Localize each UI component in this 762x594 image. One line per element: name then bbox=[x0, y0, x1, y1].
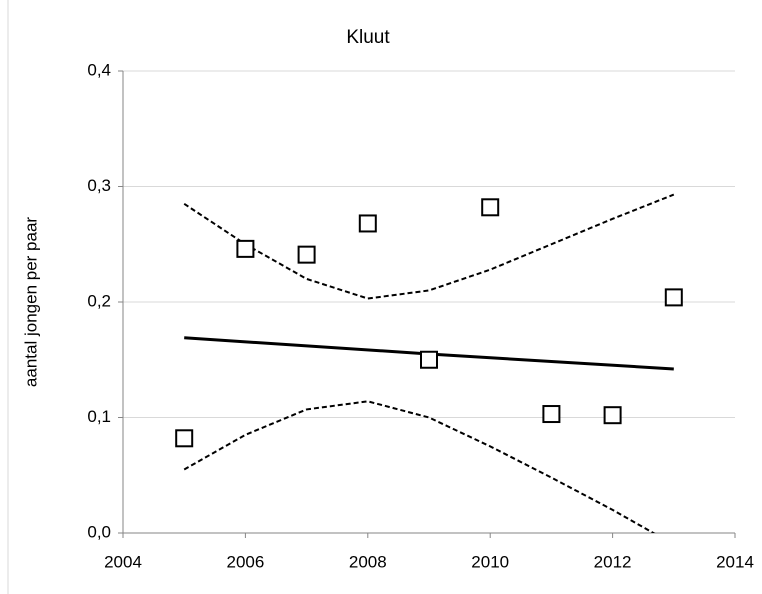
x-tick-label: 2010 bbox=[471, 552, 509, 571]
data-point bbox=[175, 429, 194, 448]
chart-title: Kluut bbox=[346, 27, 390, 48]
y-tick-label: 0,0 bbox=[87, 522, 111, 541]
y-tick-label: 0,4 bbox=[87, 60, 111, 79]
confidence-line bbox=[183, 400, 656, 533]
data-point bbox=[664, 288, 683, 307]
data-point bbox=[236, 239, 255, 258]
data-point bbox=[358, 214, 377, 233]
y-tick-label: 0,1 bbox=[87, 407, 111, 426]
data-point bbox=[603, 406, 622, 425]
data-point bbox=[420, 350, 438, 369]
plot-area bbox=[183, 193, 675, 533]
data-point bbox=[297, 245, 316, 264]
y-tick-label: 0,2 bbox=[87, 291, 111, 310]
x-tick-label: 2004 bbox=[104, 552, 142, 571]
x-tick-label: 2014 bbox=[716, 552, 754, 571]
x-tick-label: 2012 bbox=[594, 552, 632, 571]
x-tick-label: 2008 bbox=[349, 552, 387, 571]
x-tick-label: 2006 bbox=[226, 552, 264, 571]
y-tick-label: 0,3 bbox=[87, 176, 111, 195]
data-point bbox=[481, 198, 500, 217]
y-axis-label: aantal jongen per paar bbox=[21, 217, 40, 387]
data-point bbox=[542, 405, 561, 424]
confidence-line bbox=[183, 193, 675, 300]
